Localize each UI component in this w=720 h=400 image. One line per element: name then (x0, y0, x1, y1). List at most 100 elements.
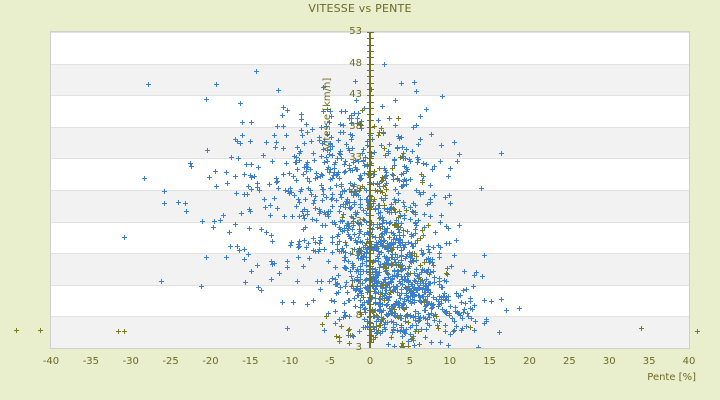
data-point (369, 308, 375, 314)
data-point (330, 234, 336, 240)
data-point (347, 163, 353, 169)
data-point (363, 277, 369, 283)
data-point (410, 125, 416, 131)
outlier-point (638, 325, 644, 331)
y-tick (367, 145, 374, 147)
data-point (387, 220, 393, 226)
data-point (338, 148, 344, 154)
data-point (417, 236, 423, 242)
data-point (237, 141, 243, 147)
data-point (394, 327, 400, 333)
data-point (460, 287, 466, 293)
y-tick (367, 101, 374, 103)
data-point (303, 197, 309, 203)
data-point (204, 254, 210, 260)
data-point (360, 256, 366, 262)
data-point (339, 323, 345, 329)
data-point (399, 153, 405, 159)
data-point (329, 203, 335, 209)
data-point (382, 322, 388, 328)
data-point (297, 243, 303, 249)
data-point (424, 298, 430, 304)
data-point (291, 193, 297, 199)
data-point (377, 323, 383, 329)
data-point (380, 290, 386, 296)
data-point (401, 215, 407, 221)
data-point (415, 311, 421, 317)
data-point (362, 285, 368, 291)
data-point (357, 187, 363, 193)
data-point (341, 225, 347, 231)
data-point (339, 219, 345, 225)
data-point (214, 81, 220, 87)
data-point (385, 313, 391, 319)
data-point (356, 176, 362, 182)
data-point (374, 182, 380, 188)
x-tick-label: 25 (563, 356, 576, 367)
data-point (223, 170, 229, 176)
data-point (339, 156, 345, 162)
data-point (371, 258, 377, 264)
data-point (427, 249, 433, 255)
y-tick (367, 38, 374, 40)
data-point (301, 172, 307, 177)
data-point (396, 198, 402, 204)
data-point (275, 205, 281, 211)
data-point (350, 159, 356, 165)
data-point (332, 321, 338, 327)
data-point (332, 169, 338, 175)
data-point (371, 171, 377, 177)
data-point (397, 214, 403, 220)
data-point (344, 201, 350, 207)
data-point (397, 301, 403, 307)
data-point (333, 172, 339, 178)
data-point (416, 342, 422, 348)
data-point (368, 150, 374, 156)
data-point (380, 285, 386, 291)
data-point (329, 240, 335, 246)
y-tick (367, 82, 374, 84)
data-point (414, 323, 420, 329)
data-point (444, 241, 450, 247)
y-tick (367, 196, 374, 198)
data-point (374, 254, 380, 260)
data-point (418, 326, 424, 332)
data-point (224, 180, 230, 186)
data-point (355, 111, 361, 117)
data-point (408, 240, 414, 246)
data-point (430, 268, 436, 274)
data-point (268, 213, 274, 219)
data-point (400, 345, 406, 348)
data-point (383, 187, 389, 192)
data-point (412, 328, 418, 334)
data-point (392, 269, 398, 275)
data-point (408, 325, 414, 331)
data-point (310, 201, 316, 207)
y-tick (367, 272, 374, 274)
data-point (373, 240, 379, 246)
data-point (334, 241, 340, 247)
data-point (248, 138, 254, 144)
data-point (377, 303, 383, 309)
data-point (329, 144, 335, 150)
data-point (385, 243, 391, 249)
data-point (421, 190, 427, 196)
data-point (297, 148, 303, 154)
data-point (391, 157, 397, 163)
data-point (364, 205, 370, 211)
data-point (414, 89, 420, 95)
data-point (350, 263, 356, 269)
data-point (358, 288, 364, 294)
data-point (372, 301, 378, 307)
data-point (378, 300, 384, 306)
data-point (296, 238, 302, 244)
y-tick (367, 291, 374, 293)
data-point (378, 242, 384, 248)
data-point (374, 283, 380, 289)
data-point (287, 186, 293, 192)
data-point (364, 283, 370, 289)
x-tick-label: 40 (682, 356, 696, 367)
data-point (407, 263, 413, 269)
data-point (351, 285, 357, 291)
data-point (314, 217, 320, 223)
